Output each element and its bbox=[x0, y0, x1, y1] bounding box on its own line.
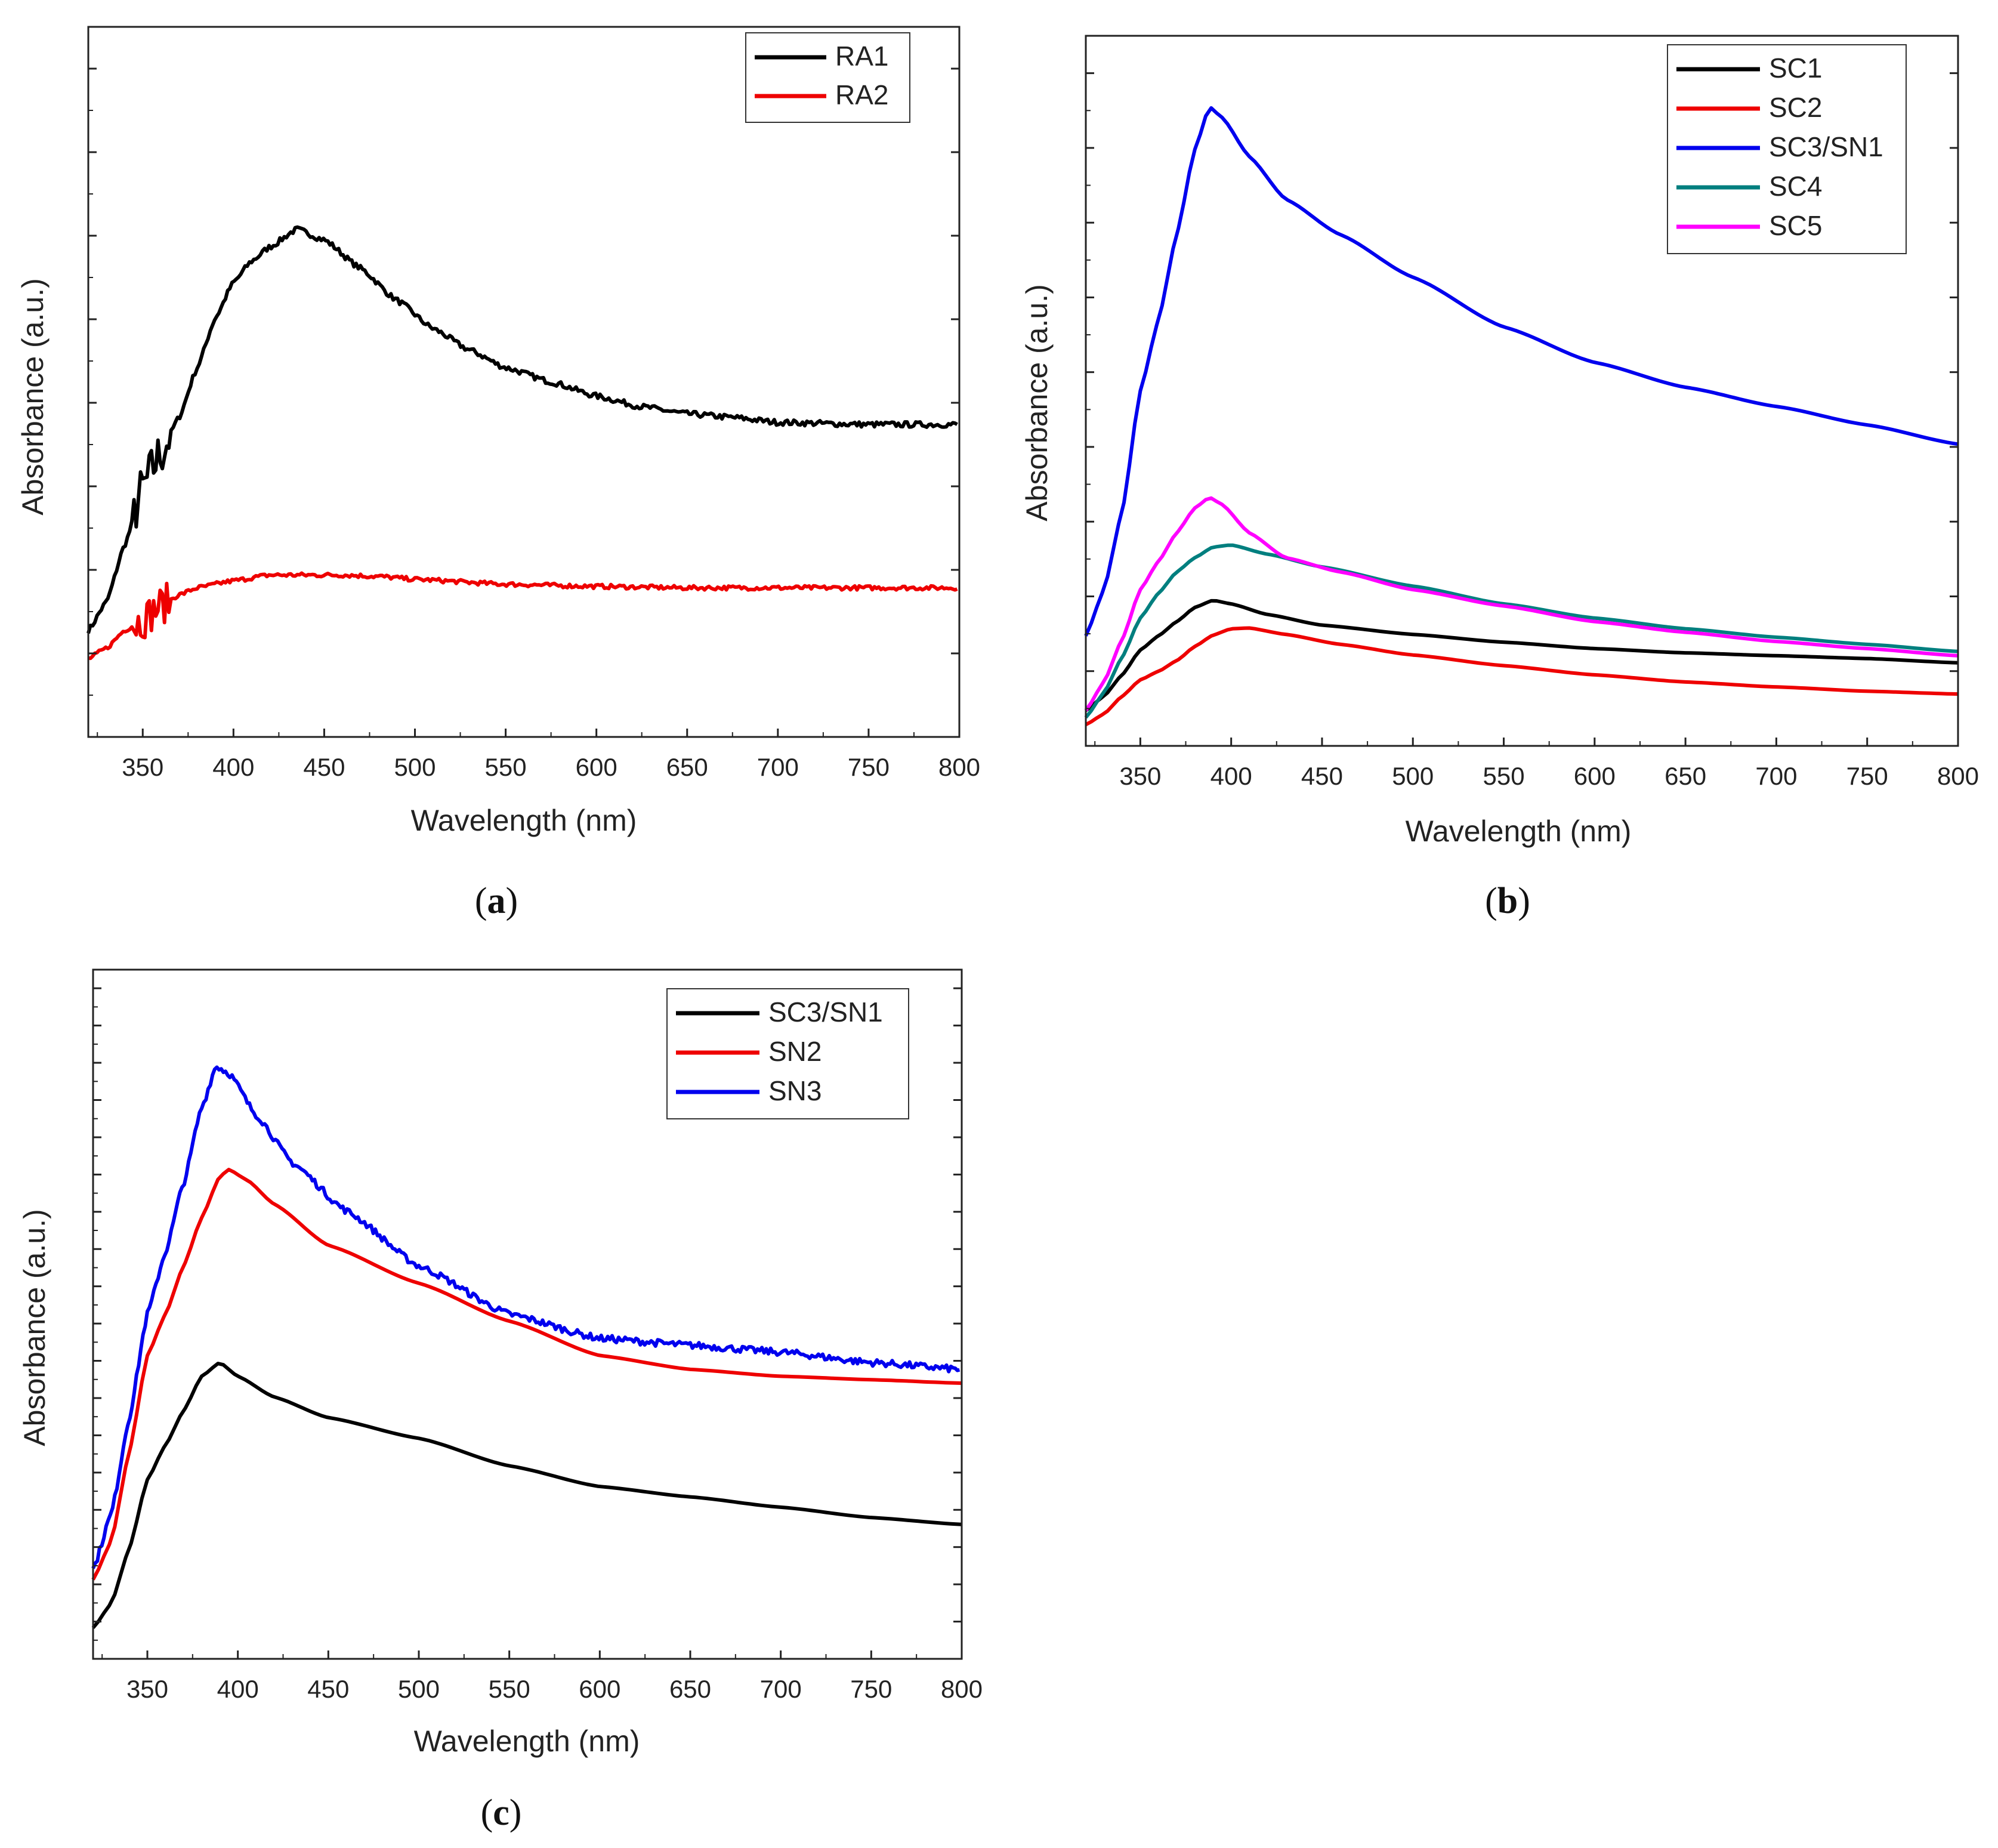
x-tick-label: 400 bbox=[212, 753, 254, 781]
legend-label: SC3/SN1 bbox=[768, 996, 883, 1028]
axis-ticks-c: 350 400 450 500 550 600 650 700 750 800 bbox=[93, 987, 983, 1703]
plot-area-a bbox=[87, 225, 958, 661]
x-tick-label: 350 bbox=[1119, 762, 1161, 790]
plot-frame-b bbox=[1085, 35, 1959, 747]
x-tick-label: 350 bbox=[122, 753, 163, 781]
series-line-sc4 bbox=[1084, 543, 1959, 719]
x-axis-label: Wavelength (nm) bbox=[414, 1724, 640, 1758]
x-tick-label: 650 bbox=[1665, 762, 1706, 790]
panel-a: 350 400 450 500 550 600 650 700 750 800 Wavelengt… bbox=[16, 26, 980, 921]
x-tick-label: 750 bbox=[1846, 762, 1888, 790]
legend-label: SC4 bbox=[1769, 171, 1822, 202]
series-line-sn2 bbox=[91, 1168, 962, 1581]
legend-label: SN3 bbox=[768, 1075, 822, 1106]
series-line-sn3 bbox=[91, 1065, 961, 1569]
x-tick-label: 650 bbox=[669, 1675, 711, 1703]
plot-frame-a bbox=[87, 26, 961, 738]
x-tick-label: 450 bbox=[307, 1675, 349, 1703]
plot-frame-c bbox=[92, 968, 963, 1660]
x-tick-label: 350 bbox=[126, 1675, 168, 1703]
plot-area-b bbox=[1084, 106, 1959, 726]
legend-c: SC3/SN1 SN2 SN3 bbox=[666, 988, 909, 1119]
axis-ticks-b: 350 400 450 500 550 600 650 700 750 800 bbox=[1086, 72, 1979, 790]
legend-label: SC3/SN1 bbox=[1769, 131, 1883, 162]
x-tick-label: 600 bbox=[576, 753, 617, 781]
x-tick-label: 650 bbox=[666, 753, 708, 781]
panel-label-a: (a) bbox=[475, 881, 518, 921]
x-tick-label: 750 bbox=[848, 753, 890, 781]
x-axis-label: Wavelength (nm) bbox=[411, 804, 637, 837]
y-axis-label: Absorbance (a.u.) bbox=[16, 278, 50, 515]
x-tick-label: 800 bbox=[941, 1675, 983, 1703]
x-tick-label: 700 bbox=[760, 1675, 802, 1703]
x-tick-label: 450 bbox=[1301, 762, 1343, 790]
x-tick-label: 800 bbox=[1937, 762, 1979, 790]
x-tick-label: 550 bbox=[485, 753, 527, 781]
series-line-sc3-sn1 bbox=[91, 1362, 962, 1629]
panel-c: 350 400 450 500 550 600 650 700 750 800 Wavelengt… bbox=[18, 968, 983, 1833]
legend-label: RA2 bbox=[835, 79, 888, 110]
x-tick-label: 750 bbox=[850, 1675, 892, 1703]
axis-ticks-a: 350 400 450 500 550 600 650 700 750 800 bbox=[88, 67, 980, 781]
legend-box bbox=[745, 32, 910, 123]
series-line-sc1 bbox=[1085, 598, 1959, 712]
series-line-ra1 bbox=[87, 225, 958, 634]
plot-area-c bbox=[91, 1065, 962, 1629]
x-tick-label: 500 bbox=[1392, 762, 1434, 790]
x-tick-label: 550 bbox=[489, 1675, 530, 1703]
panel-label-b: (b) bbox=[1485, 881, 1530, 921]
legend-label: RA1 bbox=[835, 41, 888, 72]
x-tick-label: 400 bbox=[217, 1675, 259, 1703]
series-line-sc5 bbox=[1084, 496, 1959, 712]
series-line-sc3-sn1 bbox=[1084, 106, 1959, 637]
y-axis-label: Absorbance (a.u.) bbox=[1020, 284, 1054, 521]
x-tick-label: 500 bbox=[394, 753, 436, 781]
series-line-sc2 bbox=[1085, 626, 1959, 726]
x-tick-label: 550 bbox=[1483, 762, 1525, 790]
x-tick-label: 700 bbox=[757, 753, 799, 781]
x-tick-label: 700 bbox=[1755, 762, 1797, 790]
x-tick-label: 400 bbox=[1210, 762, 1252, 790]
x-axis-label: Wavelength (nm) bbox=[1406, 815, 1632, 848]
legend-label: SC5 bbox=[1769, 210, 1822, 241]
panel-b: 350 400 450 500 550 600 650 700 750 800 Wavelengt… bbox=[1020, 35, 1979, 921]
y-axis-label: Absorbance (a.u.) bbox=[18, 1209, 51, 1446]
legend-label: SC2 bbox=[1769, 92, 1822, 123]
x-tick-label: 600 bbox=[579, 1675, 620, 1703]
panel-label-c: (c) bbox=[481, 1793, 522, 1833]
x-tick-label: 500 bbox=[398, 1675, 440, 1703]
x-tick-label: 800 bbox=[938, 753, 980, 781]
x-tick-label: 450 bbox=[303, 753, 345, 781]
series-line-ra2 bbox=[88, 571, 958, 661]
legend-label: SN2 bbox=[768, 1036, 822, 1067]
legend-b: SC1 SC2 SC3/SN1 SC4 SC5 bbox=[1667, 44, 1907, 254]
x-tick-label: 600 bbox=[1574, 762, 1616, 790]
legend-label: SC1 bbox=[1769, 53, 1822, 84]
